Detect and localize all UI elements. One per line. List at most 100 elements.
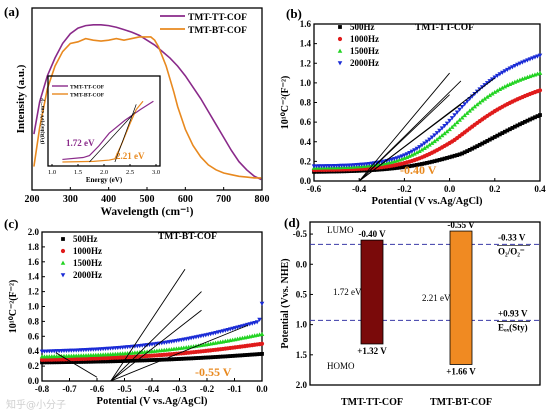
panel-b-point [482,140,487,145]
panel-b-point [510,80,515,85]
panel-a-inset-xtick-label: 2.5 [126,169,134,176]
panel-a-inset-tt-curve [62,100,154,161]
panel-b-point [422,161,427,166]
panel-b-point [444,129,450,134]
panel-c-tangent [110,324,249,382]
panel-c-point [47,360,52,365]
panel-d-bar-bottom-label: +1.66 V [446,366,476,376]
panel-b-point [479,98,485,103]
panel-b-point [427,142,432,147]
panel-c-point [118,359,123,363]
panel-c-point [242,353,247,357]
panel-b-point [467,147,472,152]
panel-c-tangent [110,269,186,382]
panel-b-point [409,152,415,157]
panel-b-point [419,147,425,152]
panel-c-point [86,359,91,364]
panel-a-inset-tangent [89,111,136,163]
panel-c-title: TMT-BT-COF [158,232,217,242]
panel-b-point [490,136,495,141]
panel-b-point [437,128,442,133]
panel-a-xtick-label: 300 [63,194,78,205]
panel-b-point [507,127,512,132]
panel-c-point [96,359,101,364]
panel-b-point [437,158,442,162]
panel-d-ytick-label: 0.0 [296,259,308,269]
panel-b-point [512,79,518,84]
panel-b-point [459,104,465,110]
panel-c-point [123,359,128,363]
panel-b-point [399,165,404,170]
panel-a-xtick-label: 200 [25,194,40,205]
panel-b-point [392,157,397,162]
panel-b-point [449,124,455,129]
panel-c-point [179,356,184,361]
panel-b-legend-label: 1500Hz [350,46,379,56]
panel-c-point [142,358,147,363]
panel-c-point [213,355,218,359]
panel-c-point [98,359,103,364]
panel-b-point [464,110,470,115]
panel-a-ylabel: Intensity (a.u.) [15,64,27,133]
panel-a-series-0 [33,24,262,181]
panel-c-point [216,354,220,359]
panel-b-point [437,135,442,140]
panel-b-point [502,129,507,134]
panel-b-point [457,117,462,122]
panel-c-ytick-label: 1.4 [28,272,40,282]
panel-b-point [434,131,440,136]
panel-b-point [442,124,447,129]
panel-b-point [394,166,399,170]
panel-b-point [535,114,540,119]
panel-c-point [235,353,240,358]
panel-c-point [76,360,81,364]
panel-b-point [462,102,467,107]
watermark: 知乎@小分子 [6,400,66,411]
panel-a-series-1 [33,36,262,179]
panel-b-point [414,146,420,151]
panel-b-point [505,67,510,72]
panel-b-xtick-label: -0.6 [307,184,322,194]
panel-d-ref-species: O₂/O₂⁻ [498,246,525,256]
panel-b-point [412,163,417,168]
panel-b-point [532,55,538,60]
panel-b-point [530,116,535,121]
panel-b-point [527,57,533,62]
panel-c-ytick-label: 0.2 [28,361,40,371]
panel-b-series-1 [311,88,543,173]
panel-b-point [495,73,500,78]
panel-b-point [447,127,452,132]
panel-c-ylabel: 10¹⁰C⁻²(F⁻²) [8,280,19,334]
panel-d-gap-label: 1.72 eV [333,287,362,297]
panel-b-point [422,141,427,146]
panel-b-point [497,132,502,137]
panel-b-point [467,108,472,113]
panel-b-ytick-label: 1.4 [300,39,312,49]
panel-b-point [392,166,397,171]
panel-c-point [110,359,115,364]
panel-b-point [457,107,462,112]
panel-c-point [62,360,66,365]
panel-c-series-3 [39,301,265,354]
panel-d-ref-species: Eₒₓ(Sty) [498,322,528,332]
panel-b-point [462,150,467,155]
panel-c-point [164,357,169,362]
panel-c-xtick-label: -0.4 [145,384,160,394]
panel-c-point [255,352,260,357]
panel-c-point [130,358,135,363]
panel-b-legend-marker [337,61,343,66]
panel-b-xlabel: Potential (V vs.Ag/AgCl) [372,196,483,207]
panel-c-point [71,360,76,364]
panel-b-point [502,84,508,89]
panel-b-point [424,144,430,149]
panel-b-ytick-label: 1.6 [300,19,312,29]
panel-b-point [454,120,460,125]
panel-c-xtick-label: -0.7 [62,384,77,394]
panel-b-xtick-label: 0.2 [489,184,501,194]
panel-b-point [442,131,447,136]
panel-b-point [422,145,427,150]
panel-b-point [432,133,437,138]
panel-c-point [40,360,44,365]
panel-b-point [500,131,505,135]
